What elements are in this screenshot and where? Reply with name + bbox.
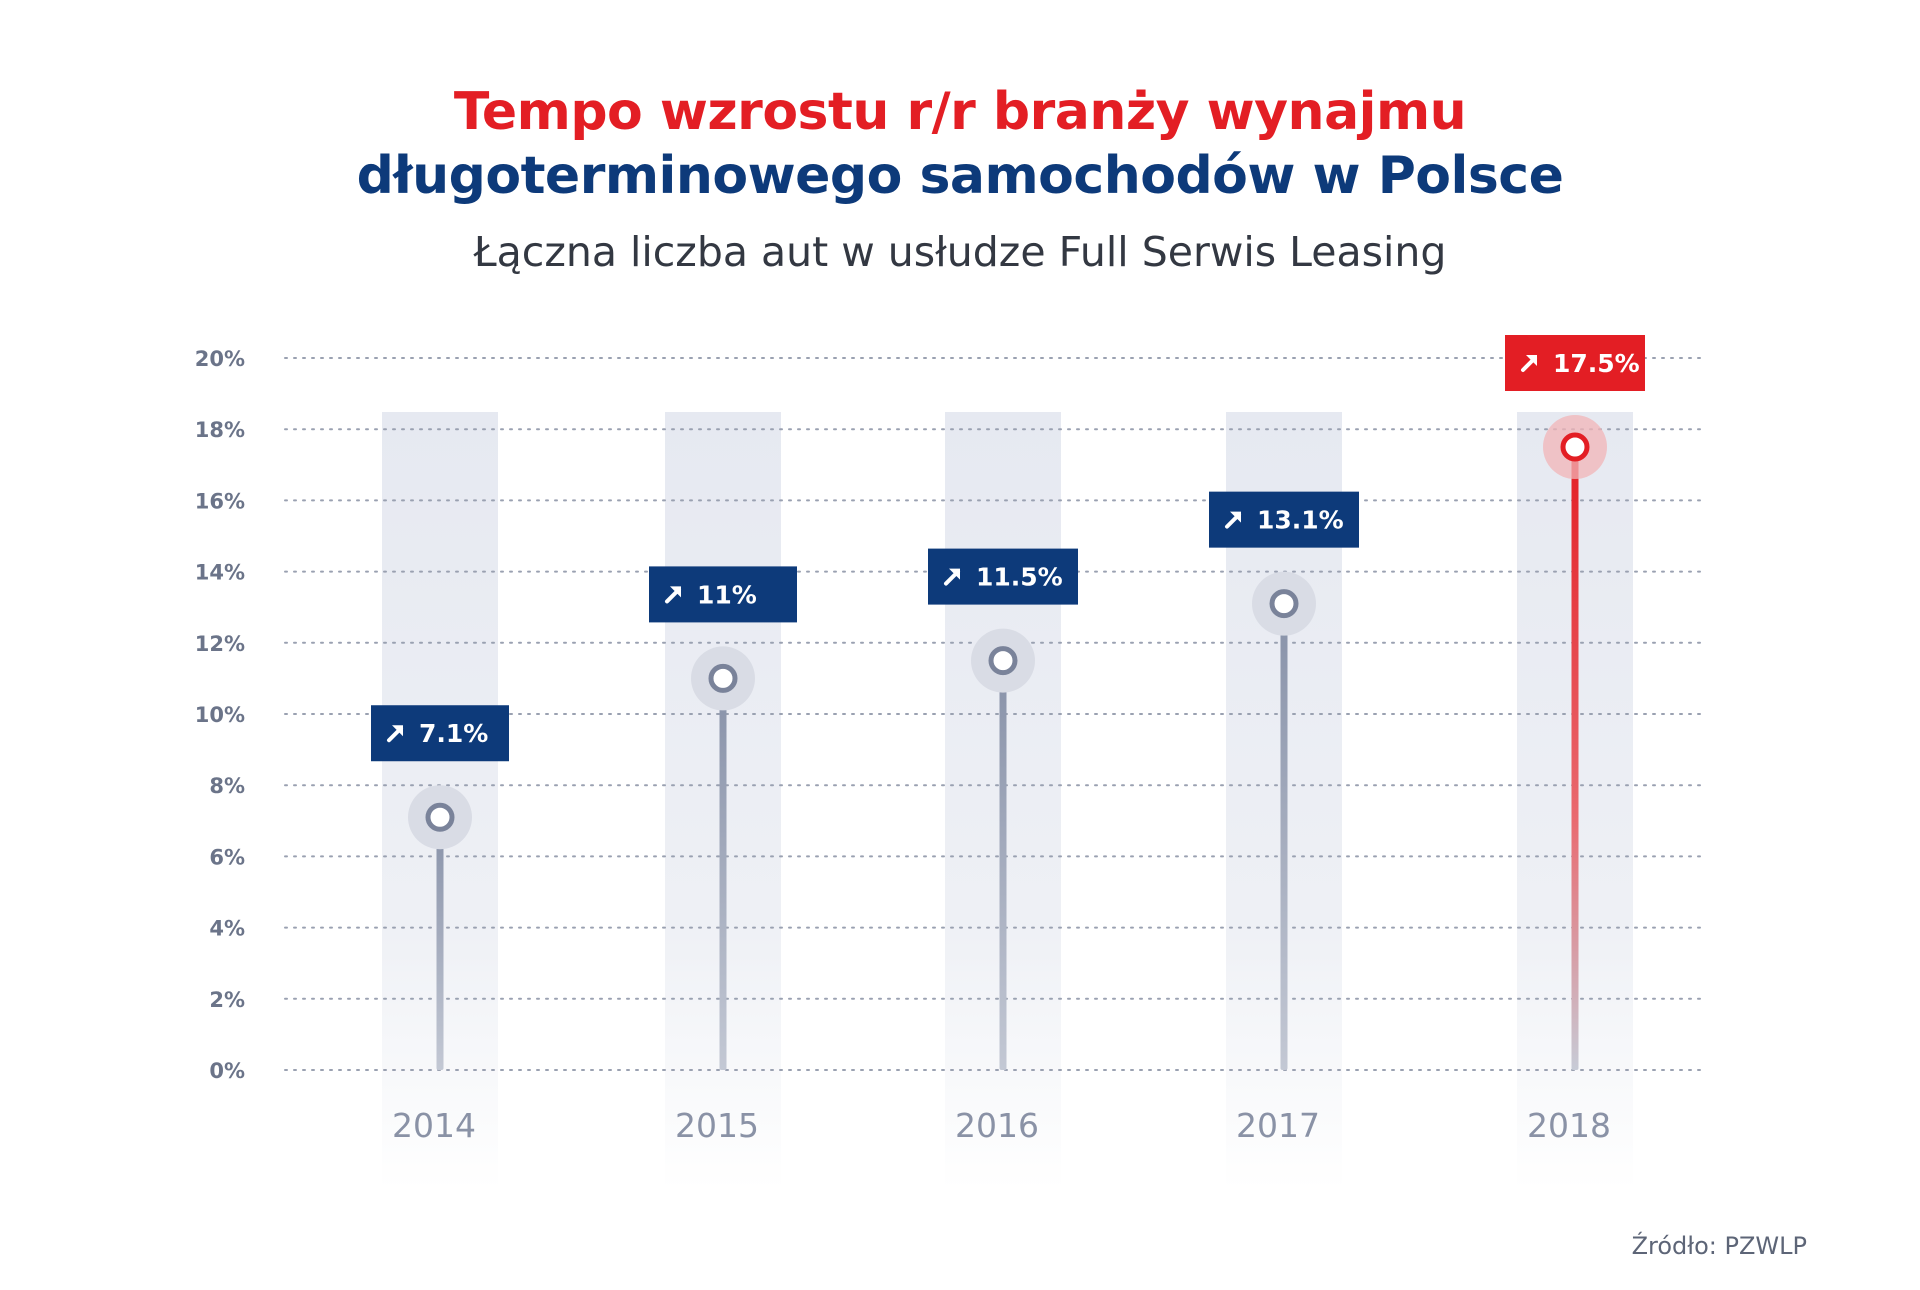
point-marker <box>708 663 738 693</box>
value-label-2018: 17.5% <box>1505 335 1645 391</box>
lollipop-marks: 7.1% 11% 11.5% 13.1% 17.5% <box>371 335 1645 1070</box>
value-label-2014: 7.1% <box>371 705 509 762</box>
y-tick-label: 4% <box>209 917 245 941</box>
x-axis-labels: 2014 2015 2016 2017 2018 <box>392 1106 1611 1145</box>
y-tick-label: 2% <box>209 988 245 1012</box>
point-marker <box>1560 432 1590 462</box>
stem <box>436 817 444 1070</box>
y-tick-label: 0% <box>209 1059 245 1083</box>
arrow-up-right-icon-head <box>1230 511 1241 523</box>
y-axis-ticks: 0% 2% 4% 6% 8% 10% 12% 14% 16% 18% 20% <box>195 347 245 1083</box>
value-label-text: 7.1% <box>419 719 488 748</box>
value-label-2015: 11% <box>649 566 797 623</box>
point-marker <box>1269 589 1299 619</box>
x-tick-label: 2018 <box>1527 1106 1611 1145</box>
stem <box>1571 447 1579 1070</box>
chart-subtitle: Łączna liczba aut w usłudze Full Serwis … <box>473 228 1447 276</box>
chart-title-line1: Tempo wzrostu r/r branży wynajmu <box>453 82 1467 142</box>
x-tick-label: 2015 <box>675 1106 759 1145</box>
source-note: Źródło: PZWLP <box>1631 1232 1807 1260</box>
chart-title-line2: długoterminowego samochodów w Polsce <box>356 146 1564 206</box>
y-tick-label: 18% <box>195 418 245 442</box>
y-tick-label: 10% <box>195 703 245 727</box>
value-label-text: 17.5% <box>1553 349 1640 378</box>
x-tick-label: 2014 <box>392 1106 476 1145</box>
y-tick-label: 12% <box>195 632 245 656</box>
y-tick-label: 6% <box>209 845 245 869</box>
gridlines <box>284 357 1706 1071</box>
arrow-up-right-icon-head <box>670 586 681 598</box>
y-tick-label: 8% <box>209 774 245 798</box>
value-label-2016: 11.5% <box>928 548 1078 605</box>
value-label-text: 11.5% <box>976 563 1063 592</box>
value-label-text: 13.1% <box>1257 506 1344 535</box>
point-marker <box>425 802 455 832</box>
column-backgrounds <box>382 412 1633 1190</box>
value-label-2017: 13.1% <box>1209 491 1359 548</box>
stem <box>719 678 727 1070</box>
arrow-up-right-icon-head <box>1526 355 1537 366</box>
y-tick-label: 14% <box>195 561 245 585</box>
arrow-up-right-icon-head <box>949 568 960 580</box>
arrow-up-right-icon-head <box>392 725 403 737</box>
value-label-text: 11% <box>697 580 757 609</box>
x-tick-label: 2017 <box>1236 1106 1320 1145</box>
x-tick-label: 2016 <box>955 1106 1039 1145</box>
stem <box>1280 603 1288 1070</box>
y-tick-label: 16% <box>195 489 245 513</box>
point-marker <box>988 646 1018 676</box>
y-tick-label: 20% <box>195 347 245 371</box>
stem <box>999 660 1007 1070</box>
